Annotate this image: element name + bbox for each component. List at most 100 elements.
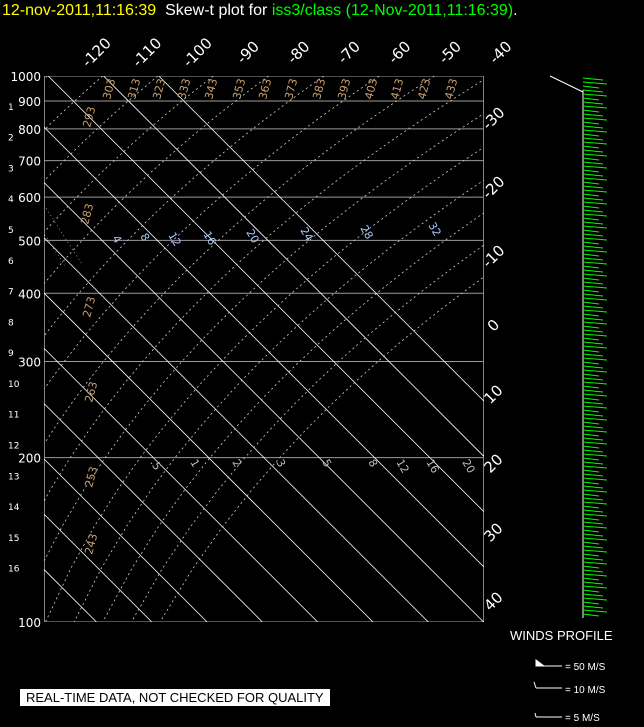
wind-barb [582, 565, 600, 569]
wind-barb [582, 457, 600, 461]
wind-barb [582, 453, 608, 457]
saturation-label: 8 [365, 457, 380, 470]
theta-label: 403 [362, 77, 380, 101]
wind-barb [582, 229, 600, 233]
theta-label: 323 [150, 77, 168, 101]
wind-barb [582, 397, 600, 401]
wind-barb [582, 309, 608, 313]
wind-barb [582, 433, 600, 437]
wind-barb [582, 473, 604, 477]
temp-tick-right: -20 [478, 172, 508, 202]
quality-disclaimer: REAL-TIME DATA, NOT CHECKED FOR QUALITY [20, 689, 330, 706]
wind-barb [582, 401, 604, 405]
height-tick: 5 [8, 226, 14, 236]
wind-barb [582, 181, 600, 185]
wind-barb [582, 537, 608, 541]
wind-barb [582, 369, 608, 373]
wind-barb [582, 497, 604, 501]
dry-adiabat-line [44, 113, 484, 563]
temp-tick-top: -110 [129, 34, 166, 71]
wind-barb [582, 533, 604, 537]
wind-barb [582, 321, 608, 325]
wind-barb [582, 417, 608, 421]
wind-barb [582, 289, 600, 293]
pressure-tick: 700 [18, 155, 41, 169]
wind-barb [582, 469, 600, 473]
wind-barb [582, 569, 604, 573]
wind-key-10-label: = 10 M/S [565, 685, 606, 696]
saturation-label: 1 [187, 457, 202, 470]
wind-barb [582, 113, 604, 117]
dry-adiabat-line [102, 212, 484, 622]
wind-barb [582, 361, 600, 365]
pressure-tick: 200 [18, 452, 41, 466]
wind-barb [582, 437, 604, 441]
wind-barb [582, 193, 600, 197]
isotherm-line [44, 126, 484, 568]
wind-barb [582, 413, 604, 417]
height-tick: 14 [8, 503, 20, 513]
temp-tick-right: 20 [480, 450, 506, 476]
wind-barb [582, 105, 608, 109]
wind-key-50-label: = 50 M/S [565, 662, 606, 673]
wind-key-glyphs [533, 659, 562, 718]
wind-barb [582, 93, 608, 97]
saturation-label: 12 [393, 457, 411, 476]
wind-barb [582, 161, 604, 165]
title-date: 12-nov-2011,11:16:39 [2, 2, 157, 19]
mixing-ratio-label: 16 [200, 229, 218, 248]
wind-barb [582, 613, 600, 617]
pressure-tick: 500 [18, 234, 41, 248]
wind-barb [582, 493, 600, 497]
theta-label: 333 [175, 77, 193, 101]
wind-barb [582, 341, 604, 345]
wind-barb [582, 429, 608, 433]
wind-barb [582, 561, 608, 565]
title-source-time: (12-Nov-2011,11:16:39) [345, 2, 514, 19]
dry-adiabat-line [45, 146, 484, 622]
theta-label: 263 [82, 380, 100, 404]
theta-label: 373 [282, 77, 300, 101]
wind-key-5-label: = 5 M/S [565, 713, 600, 724]
wind-barb [582, 513, 608, 517]
wind-barb [582, 377, 604, 381]
wind-barb [582, 609, 608, 613]
wind-barb [582, 137, 604, 141]
wind-key-5-icon [534, 712, 562, 718]
wind-barb [582, 201, 608, 205]
wind-barb [582, 165, 608, 169]
height-tick: 1 [8, 103, 14, 113]
theta-label: 433 [442, 77, 460, 101]
theta-label: 303 [100, 77, 118, 101]
wind-barb [582, 153, 608, 157]
wind-barb [582, 589, 600, 593]
wind-barb [582, 517, 600, 521]
wind-barb [582, 173, 604, 177]
temp-tick-top: -70 [334, 37, 364, 67]
wind-barb [582, 265, 600, 269]
dry-adiabat-line [44, 79, 484, 503]
wind-barb [582, 345, 608, 349]
mixing-ratio-label: 12 [165, 230, 183, 249]
wind-barb [582, 349, 600, 353]
wind-barb [582, 121, 600, 125]
wind-barb [582, 301, 600, 305]
wind-key-50-icon [535, 659, 562, 667]
isotherm-line [44, 181, 484, 622]
height-tick: 13 [8, 472, 19, 482]
isotherm-line [44, 237, 429, 622]
wind-barb [582, 313, 600, 317]
wind-barb [582, 81, 608, 85]
height-tick: 11 [8, 411, 19, 421]
pressure-tick: 800 [18, 123, 41, 137]
temp-tick-top: -40 [485, 37, 515, 67]
isotherm-line [44, 513, 153, 622]
wind-barb [582, 465, 608, 469]
wind-barb [582, 393, 608, 397]
wind-barb [582, 521, 604, 525]
wind-barb [582, 217, 600, 221]
wind-barb [582, 581, 604, 585]
wind-barb [582, 133, 600, 137]
theta-label: 363 [256, 77, 274, 101]
